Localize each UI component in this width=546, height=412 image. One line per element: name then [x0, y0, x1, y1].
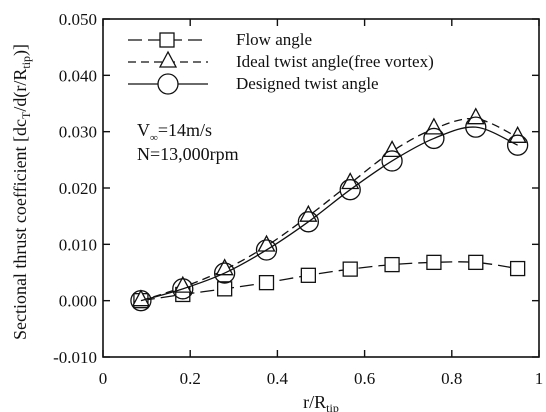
data-point-circle	[297, 211, 320, 233]
data-point-triangle	[424, 117, 444, 135]
y-axis-title: Sectional thrust coefficient [dcT/d(r/Rt…	[10, 44, 33, 340]
x-tick-label: 0.8	[441, 369, 462, 388]
data-point-circle	[465, 116, 487, 138]
data-point-triangle	[466, 107, 485, 125]
legend-flow-label: Flow angle	[236, 30, 312, 49]
data-point-square	[216, 281, 233, 297]
y-tick-label: -0.010	[53, 348, 97, 367]
data-point-circle	[339, 179, 361, 201]
y-tick-label: 0.000	[59, 292, 97, 311]
legend: Flow angle Ideal twist angle(free vortex…	[128, 30, 434, 95]
legend-item-ideal-twist: Ideal twist angle(free vortex)	[128, 50, 434, 71]
data-point-triangle	[173, 275, 192, 293]
annotation-rpm: N=13,000rpm	[137, 144, 239, 164]
x-tick-label: 0.6	[354, 369, 375, 388]
legend-flow-square-marker	[159, 32, 175, 48]
x-axis-title: r/Rtip	[303, 392, 339, 412]
data-point-circle	[506, 134, 529, 156]
legend-ideal-triangle-marker	[158, 50, 178, 68]
data-point-triangle	[131, 289, 151, 307]
annotation-velocity: V∞=14m/s	[137, 120, 212, 144]
y-tick-label: 0.040	[59, 66, 97, 85]
series-layer	[130, 107, 529, 312]
axis-tick-labels: 0 0.2 0.4 0.6 0.8 1 -0.010 0.000 0.010 0.020 0.030…	[53, 10, 543, 388]
data-point-triangle	[257, 234, 276, 252]
data-point-circle	[255, 239, 278, 261]
legend-item-flow-angle: Flow angle	[128, 30, 312, 49]
series-line-circle	[140, 126, 518, 302]
y-tick-label: 0.030	[59, 123, 97, 142]
y-tick-label: 0.050	[59, 10, 97, 29]
series-line-triangle	[140, 117, 518, 302]
y-tick-label: 0.020	[59, 179, 97, 198]
legend-designed-label: Designed twist angle	[236, 74, 379, 93]
x-tick-label: 1	[535, 369, 544, 388]
x-tick-label: 0	[99, 369, 108, 388]
series-line-square	[140, 261, 518, 302]
data-point-square	[342, 261, 358, 277]
data-point-circle	[213, 262, 236, 284]
data-point-square	[509, 260, 526, 277]
series-square	[133, 254, 526, 309]
data-point-square	[384, 256, 400, 273]
data-point-circle	[423, 127, 445, 150]
x-tick-label: 0.4	[267, 369, 289, 388]
legend-ideal-label: Ideal twist angle(free vortex)	[236, 52, 434, 71]
data-point-square	[468, 254, 484, 271]
data-point-square	[300, 267, 317, 283]
data-point-triangle	[382, 140, 402, 158]
data-point-circle	[172, 278, 194, 300]
y-tick-label: 0.010	[59, 235, 97, 254]
axis-ticks	[102, 18, 540, 358]
data-point-square	[426, 254, 442, 271]
series-circle	[130, 116, 529, 312]
x-tick-label: 0.2	[180, 369, 201, 388]
data-point-circle	[130, 290, 152, 312]
legend-item-designed-twist: Designed twist angle	[128, 73, 379, 95]
data-point-circle	[381, 150, 403, 172]
legend-designed-circle-marker	[157, 73, 179, 95]
data-point-square	[258, 274, 275, 291]
